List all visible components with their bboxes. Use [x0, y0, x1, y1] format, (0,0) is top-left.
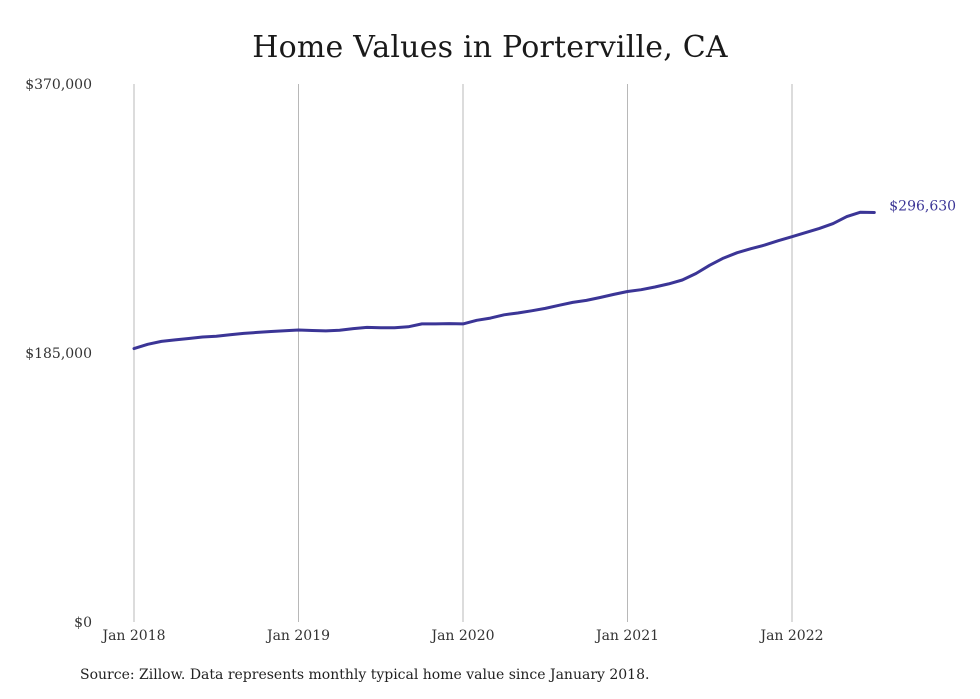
- vertical-gridlines: [133, 84, 793, 622]
- x-tick-label: Jan 2022: [758, 628, 823, 644]
- x-tick-label: Jan 2019: [265, 628, 330, 644]
- y-tick-label: $185,000: [25, 346, 92, 362]
- series-line: [132, 210, 876, 351]
- chart-title: Home Values in Porterville, CA: [252, 30, 728, 65]
- end-value-label: $296,630: [889, 199, 956, 215]
- source-note: Source: Zillow. Data represents monthly …: [80, 667, 650, 683]
- series-group: [132, 210, 876, 351]
- y-tick-label: $370,000: [25, 77, 92, 93]
- x-tick-label: Jan 2020: [429, 628, 494, 644]
- x-axis-tick-labels: Jan 2018 Jan 2019 Jan 2020 Jan 2021 Jan 2022: [100, 628, 823, 644]
- x-tick-label: Jan 2021: [594, 628, 659, 644]
- x-tick-label: Jan 2018: [100, 628, 165, 644]
- y-tick-label: $0: [74, 615, 92, 631]
- y-axis-tick-labels: $0 $185,000 $370,000: [25, 77, 92, 631]
